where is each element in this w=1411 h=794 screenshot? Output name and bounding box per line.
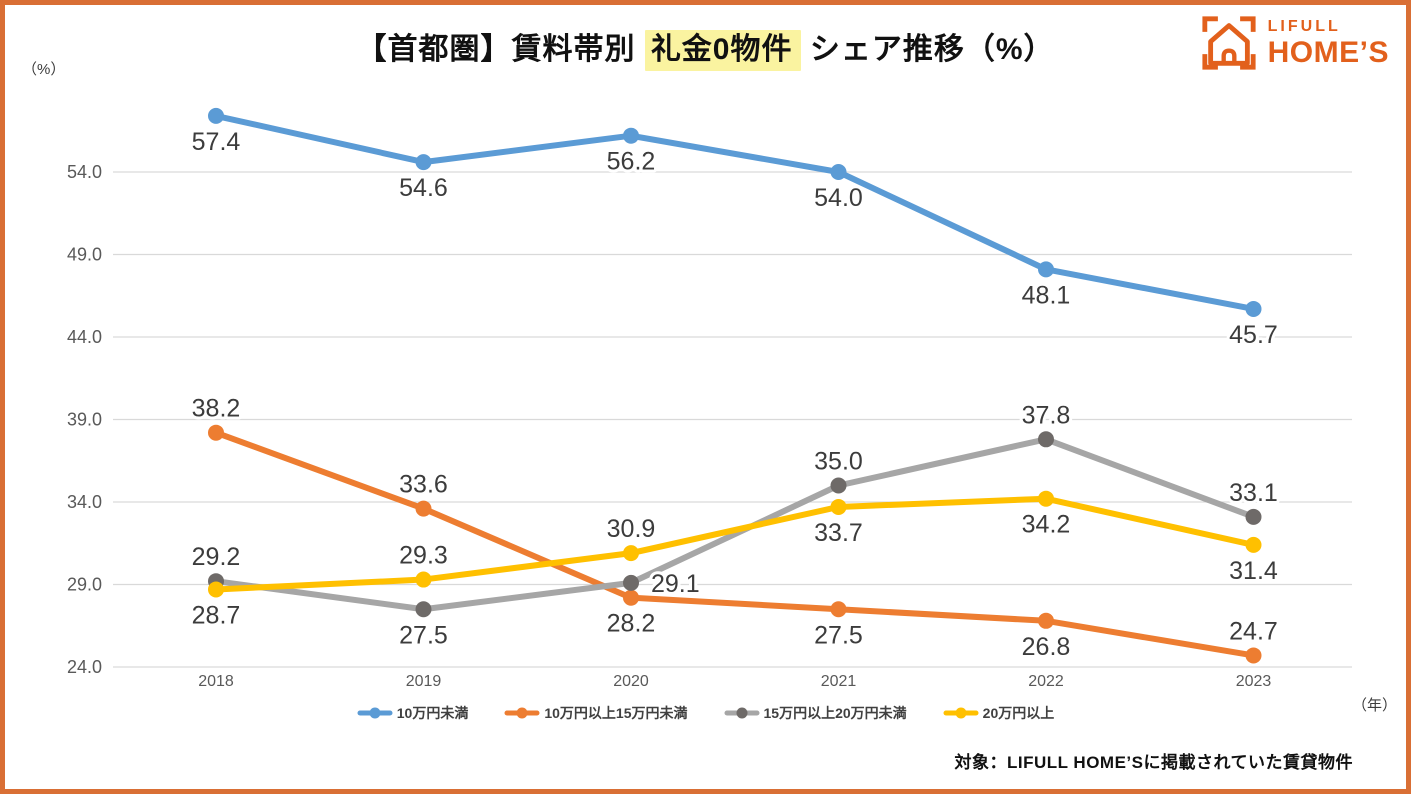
data-point [830, 601, 847, 618]
data-point [830, 164, 847, 180]
legend-item: 10万円未満 [357, 703, 469, 723]
data-point [623, 574, 639, 591]
data-label: 27.5 [814, 621, 863, 649]
data-label: 34.2 [1022, 511, 1071, 539]
x-axis-unit-label: （年） [1351, 697, 1397, 714]
data-point [208, 107, 224, 124]
x-tick-label: 2023 [1236, 673, 1272, 690]
data-point [1245, 508, 1262, 525]
logo-text-homes: HOME’S [1267, 35, 1389, 69]
data-point [415, 154, 432, 171]
data-point [208, 424, 224, 441]
lifull-homes-logo: LIFULL HOME’S [1200, 14, 1389, 72]
data-label: 35.0 [814, 448, 863, 476]
legend-marker-icon [357, 707, 393, 719]
legend-item: 10万円以上15万円未満 [504, 703, 688, 723]
data-point [830, 498, 847, 515]
data-point [208, 581, 224, 598]
data-label: 30.9 [607, 515, 656, 543]
data-point [1038, 490, 1054, 507]
series-line-2 [213, 436, 1257, 613]
y-tick-label: 34.0 [67, 492, 102, 512]
data-point [1245, 647, 1262, 664]
y-tick-label: 24.0 [67, 657, 102, 677]
y-tick-label: 44.0 [67, 327, 102, 347]
x-tick-label: 2022 [1028, 673, 1064, 690]
page-title: 【首都圏】賃料帯別 礼金0物件 シェア推移（%） [0, 24, 1411, 71]
series-line-0 [213, 112, 1257, 312]
legend-marker-icon [724, 707, 759, 719]
data-label: 31.4 [1229, 557, 1278, 585]
legend-label: 20万円以上 [982, 705, 1055, 721]
data-label: 29.1 [651, 570, 700, 598]
title-highlight: 礼金0物件 [644, 30, 801, 71]
data-point [415, 500, 432, 517]
data-label: 57.4 [192, 128, 241, 156]
data-label: 54.6 [399, 174, 448, 202]
data-point [623, 545, 639, 562]
logo-text-lifull: LIFULL [1267, 17, 1341, 35]
logo-house-icon [1202, 16, 1256, 70]
chart-legend: 10万円未満 10万円以上15万円未満 15万円以上20万円未満 20万円以上 [0, 703, 1411, 723]
data-point [1245, 300, 1262, 317]
data-point [415, 571, 432, 588]
data-label: 29.3 [399, 542, 448, 570]
data-label: 38.2 [192, 395, 241, 423]
x-tick-label: 2020 [613, 673, 649, 690]
data-label: 54.0 [814, 184, 863, 212]
data-point [1245, 536, 1262, 553]
data-label: 24.7 [1229, 617, 1278, 645]
legend-item: 15万円以上20万円未満 [724, 703, 907, 723]
data-label: 33.7 [814, 519, 863, 547]
data-point [623, 589, 639, 606]
data-point [830, 477, 847, 494]
series-line-3 [213, 495, 1257, 593]
x-tick-label: 2018 [198, 673, 234, 690]
data-point [415, 601, 432, 618]
y-tick-label: 49.0 [67, 245, 102, 265]
data-point [1038, 431, 1054, 448]
source-note: 対象：LIFULL HOME’Sに掲載されていた賃貸物件 [954, 753, 1353, 772]
y-tick-label: 54.0 [67, 162, 102, 182]
y-tick-label: 39.0 [67, 410, 102, 430]
data-point [1038, 261, 1054, 278]
series-line-1 [213, 429, 1257, 659]
x-tick-label: 2021 [821, 673, 857, 690]
title-prefix: 【首都圏】賃料帯別 [356, 33, 645, 66]
data-label: 48.1 [1022, 281, 1071, 309]
data-label: 29.2 [192, 543, 241, 571]
y-axis-unit-label: （%） [22, 61, 66, 78]
legend-label: 10万円以上15万円未満 [544, 705, 688, 721]
legend-label: 10万円未満 [396, 705, 469, 721]
data-label: 33.6 [399, 471, 448, 499]
x-tick-label: 2019 [406, 673, 442, 690]
legend-label: 15万円以上20万円未満 [763, 705, 907, 721]
legend-marker-icon [504, 707, 540, 719]
y-tick-label: 29.0 [67, 575, 102, 595]
data-label: 28.2 [607, 610, 656, 638]
data-point [623, 127, 639, 144]
data-point [1038, 612, 1054, 629]
data-label: 37.8 [1022, 401, 1071, 429]
data-label: 45.7 [1229, 321, 1278, 349]
data-label: 27.5 [399, 621, 448, 649]
legend-marker-icon [943, 707, 979, 719]
data-label: 28.7 [192, 601, 241, 629]
data-label: 33.1 [1229, 479, 1278, 507]
data-label: 56.2 [607, 148, 656, 176]
legend-item: 20万円以上 [943, 703, 1055, 723]
data-label: 26.8 [1022, 633, 1071, 661]
title-suffix: シェア推移（%） [800, 33, 1055, 66]
